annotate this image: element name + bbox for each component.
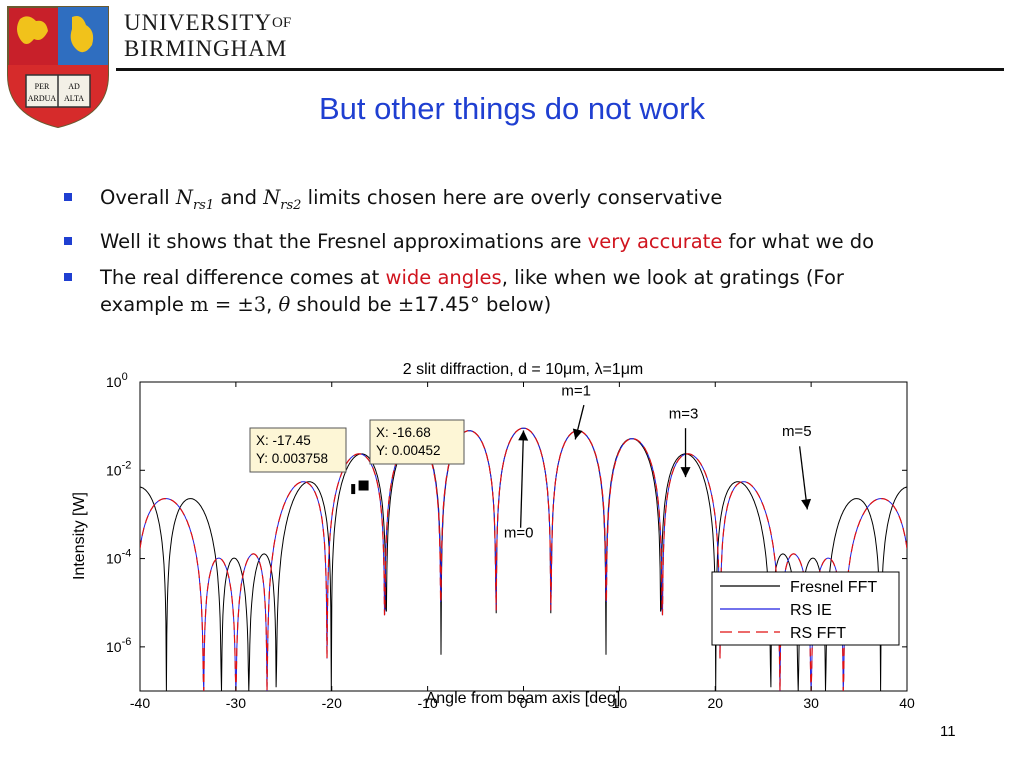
bullet-text: and bbox=[214, 186, 264, 209]
university-line1: UNIVERSITY bbox=[124, 10, 272, 35]
bullet-text: should be bbox=[290, 292, 398, 316]
bullet-text: Well it shows that the Fresnel approxima… bbox=[100, 229, 588, 253]
y-tick-label: 10-4 bbox=[106, 548, 131, 567]
university-line2: BIRMINGHAM bbox=[124, 36, 288, 61]
bullet-square-icon bbox=[64, 193, 72, 201]
bullet-text: Overall bbox=[100, 186, 176, 209]
x-tick-label: -40 bbox=[130, 695, 150, 710]
university-of: OF bbox=[272, 15, 292, 31]
x-tick-label: -30 bbox=[226, 695, 246, 710]
datatip-marker bbox=[351, 484, 356, 495]
bullet-text: example bbox=[100, 292, 191, 316]
bullet-list: Overall Nrs1 and Nrs2 limits chosen here… bbox=[62, 184, 962, 327]
bullet-text: The real difference comes at bbox=[100, 265, 386, 289]
annotation-arrow bbox=[519, 430, 525, 528]
slide-title: But other things do not work bbox=[318, 91, 705, 126]
highlight-text: very accurate bbox=[587, 229, 723, 253]
x-tick-label: 40 bbox=[899, 695, 915, 710]
datatip-x: X: -16.68 bbox=[376, 425, 431, 440]
university-crest-logo: PER AD ARDUA ALTA bbox=[7, 6, 109, 129]
annotation-label: m=5 bbox=[782, 423, 812, 440]
x-tick-label: -20 bbox=[322, 695, 342, 710]
arrow-head-icon bbox=[801, 498, 812, 510]
datatip-box bbox=[249, 427, 347, 473]
y-tick-label: 100 bbox=[106, 371, 128, 390]
motto-per: PER bbox=[35, 82, 50, 91]
x-tick-label: -10 bbox=[418, 695, 438, 710]
axis-ticks: -40 -30 -20 -10 0 10 20 30 40 100 10-2 10-4 10-6 bbox=[106, 371, 915, 710]
legend-label: RS FFT bbox=[790, 625, 846, 642]
arrow-head-icon bbox=[680, 467, 691, 478]
x-tick-label: 20 bbox=[707, 695, 723, 710]
diffraction-chart: 2 slit diffraction, d = 10μm, λ=1μm -40-… bbox=[71, 361, 915, 710]
highlight-text: wide angles bbox=[385, 265, 502, 289]
x-tick-label: 30 bbox=[803, 695, 819, 710]
annotation-label: m=0 bbox=[504, 525, 534, 542]
bullet-text: 17.45° below) bbox=[414, 292, 552, 316]
bullet-square-icon bbox=[64, 236, 72, 245]
university-wordmark: UNIVERSITYOF BIRMINGHAM bbox=[124, 10, 291, 62]
datatip-x: X: -17.45 bbox=[256, 433, 311, 448]
header-rule bbox=[116, 68, 1004, 71]
motto-ardua: ARDUA bbox=[28, 94, 57, 103]
datatip-y: Y: 0.003758 bbox=[256, 451, 328, 466]
bullet-square-icon bbox=[64, 272, 72, 281]
arrow-head-icon bbox=[518, 430, 529, 441]
bullet-text: , bbox=[266, 292, 279, 316]
arrow-head-icon bbox=[572, 428, 583, 440]
bullet-item-3: The real difference comes at wide angles… bbox=[62, 264, 962, 318]
math-n: Nrs2 bbox=[263, 186, 302, 213]
bullet-text: , like when we look at gratings (For bbox=[501, 265, 844, 289]
datatip-y: Y: 0.00452 bbox=[376, 443, 441, 458]
math-n: Nrs1 bbox=[175, 186, 215, 213]
legend-label: RS IE bbox=[790, 602, 832, 619]
motto-ad: AD bbox=[68, 82, 80, 91]
bullet-item-2: Well it shows that the Fresnel approxima… bbox=[62, 228, 962, 255]
annotation-label: m=3 bbox=[669, 405, 699, 422]
motto-alta: ALTA bbox=[64, 94, 84, 103]
y-tick-label: 10-6 bbox=[106, 636, 131, 655]
x-axis-label: Angle from beam axis [deg] bbox=[426, 690, 621, 707]
math-m: m = ±3 bbox=[190, 292, 267, 316]
math-theta: θ bbox=[278, 292, 291, 316]
bullet-text: limits chosen here are overly conservati… bbox=[301, 186, 723, 209]
math-pm: ± bbox=[397, 292, 415, 316]
legend-label: Fresnel FFT bbox=[790, 579, 877, 596]
y-tick-label: 10-2 bbox=[106, 459, 131, 478]
datatip-box bbox=[369, 419, 465, 465]
y-axis-label: Intensity [W] bbox=[71, 492, 88, 580]
annotations-group: m=0 m=1 m=3 m=5 bbox=[504, 382, 812, 541]
chart-legend: Fresnel FFT RS IE RS FFT bbox=[711, 571, 900, 646]
x-tick-label: 10 bbox=[612, 695, 628, 710]
chart-title: 2 slit diffraction, d = 10μm, λ=1μm bbox=[403, 361, 643, 378]
datatips-group: X: -17.45 Y: 0.003758 X: -16.68 Y: 0.00452 bbox=[249, 419, 465, 495]
datatip-marker bbox=[358, 480, 369, 491]
annotation-label: m=1 bbox=[561, 382, 591, 399]
x-tick-label: 0 bbox=[520, 695, 528, 710]
bullet-text: for what we do bbox=[722, 229, 875, 253]
page-number: 11 bbox=[940, 723, 956, 740]
annotation-arrow bbox=[798, 446, 808, 510]
bullet-item-1: Overall Nrs1 and Nrs2 limits chosen here… bbox=[62, 184, 962, 219]
